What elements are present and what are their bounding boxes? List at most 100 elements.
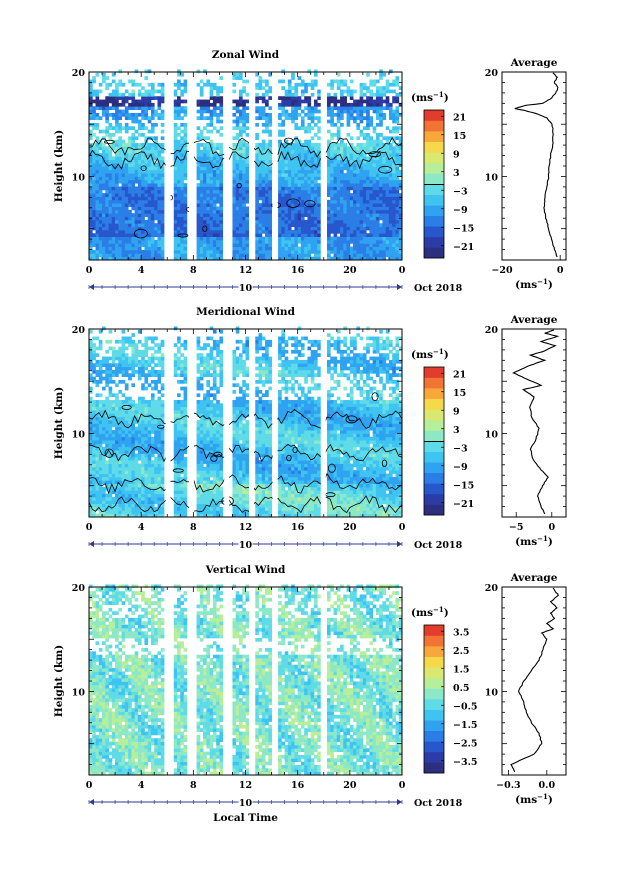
heatmap-cell — [356, 146, 361, 151]
heatmap-cell — [366, 126, 370, 131]
heatmap-cell — [147, 89, 152, 94]
heatmap-cell — [121, 253, 126, 258]
heatmap-cell — [115, 416, 119, 421]
heatmap-cell — [203, 246, 207, 251]
heatmap-cell — [173, 176, 178, 181]
heatmap-cell — [157, 410, 162, 414]
heatmap-cell — [121, 112, 126, 117]
heatmap-cell — [147, 406, 152, 411]
heatmap-cell — [105, 500, 109, 505]
heatmap-cell — [157, 219, 162, 224]
heatmap-cell — [111, 346, 116, 351]
heatmap-cell — [392, 166, 396, 171]
heatmap-cell — [98, 163, 103, 167]
heatmap-cell — [330, 189, 334, 194]
heatmap-cell — [281, 203, 286, 207]
heatmap-cell — [154, 149, 158, 154]
heatmap-cell — [131, 406, 136, 411]
heatmap-cell — [238, 139, 243, 144]
heatmap-cell — [108, 339, 113, 344]
heatmap-cell — [382, 163, 387, 167]
heatmap-cell — [118, 463, 122, 468]
heatmap-cell — [362, 183, 367, 187]
heatmap-cell — [95, 473, 100, 478]
heatmap-cell — [177, 146, 181, 151]
heatmap-cell — [238, 109, 243, 114]
heatmap-cell — [297, 82, 302, 87]
heatmap-cell — [124, 173, 129, 177]
heatmap-cell — [366, 133, 370, 137]
heatmap-cell — [268, 169, 272, 174]
heatmap-cell — [144, 173, 149, 177]
heatmap-cell — [212, 216, 217, 221]
heatmap-cell — [98, 209, 103, 214]
heatmap-cell — [115, 226, 119, 231]
contour-loop — [104, 139, 115, 144]
heatmap-cell — [310, 226, 315, 231]
heatmap-cell — [216, 226, 220, 231]
heatmap-cell — [235, 226, 240, 231]
heatmap-cell — [199, 112, 204, 117]
heatmap-cell — [362, 203, 367, 207]
heatmap-cell — [203, 256, 207, 261]
heatmap-cell — [92, 159, 96, 164]
heatmap-cell — [362, 153, 367, 157]
heatmap-cell — [150, 336, 155, 341]
heatmap-cell — [356, 206, 361, 211]
heatmap-cell — [238, 249, 243, 254]
heatmap-cell — [121, 223, 126, 227]
heatmap-cell — [134, 82, 139, 87]
heatmap-cell — [245, 173, 250, 177]
heatmap-cell — [372, 189, 377, 194]
heatmap-cell — [199, 143, 204, 147]
heatmap-cell — [261, 112, 266, 117]
heatmap-cell — [134, 426, 139, 431]
heatmap-cell — [183, 176, 188, 181]
heatmap-cell — [359, 196, 364, 201]
heatmap-cell — [343, 89, 347, 94]
heatmap-cell — [359, 229, 364, 234]
heatmap-cell — [105, 196, 109, 201]
heatmap-cell — [115, 193, 119, 197]
heatmap-cell — [141, 396, 145, 401]
heatmap-cell — [265, 246, 269, 251]
heatmap-cell — [111, 480, 116, 484]
heatmap-cell — [105, 366, 109, 371]
heatmap-cell — [343, 219, 347, 224]
heatmap-cell — [336, 72, 341, 77]
heatmap-cell — [245, 236, 250, 241]
heatmap-cell — [340, 102, 344, 107]
heatmap-cell — [108, 236, 113, 241]
heatmap-cell — [196, 169, 201, 174]
heatmap-cell — [102, 503, 106, 508]
heatmap-cell — [150, 136, 155, 141]
heatmap-cell — [278, 176, 282, 181]
heatmap-cell — [369, 226, 374, 231]
heatmap-cell — [92, 349, 96, 354]
heatmap-cell — [297, 193, 302, 197]
heatmap-cell — [235, 193, 240, 197]
heatmap-cell — [150, 243, 155, 248]
heatmap-cell — [356, 109, 361, 114]
heatmap-cell — [353, 253, 357, 258]
heatmap-cell — [245, 239, 250, 244]
heatmap-cell — [327, 226, 331, 231]
heatmap-cell — [131, 369, 136, 374]
heatmap-cell — [219, 143, 224, 147]
heatmap-cell — [372, 233, 377, 237]
heatmap-cell — [349, 223, 354, 227]
heatmap-cell — [284, 246, 289, 251]
heatmap-cell — [232, 159, 237, 164]
heatmap-cell — [105, 483, 109, 488]
heatmap-cell — [395, 173, 400, 177]
heatmap-cell — [131, 219, 136, 224]
heatmap-cell — [284, 163, 289, 167]
heatmap-cell — [265, 236, 269, 241]
heatmap-cell — [340, 106, 344, 110]
heatmap-cell — [235, 109, 240, 114]
heatmap-cell — [281, 163, 286, 167]
heatmap-cell — [118, 166, 122, 171]
heatmap-cell — [327, 139, 331, 144]
heatmap-cell — [150, 356, 155, 361]
